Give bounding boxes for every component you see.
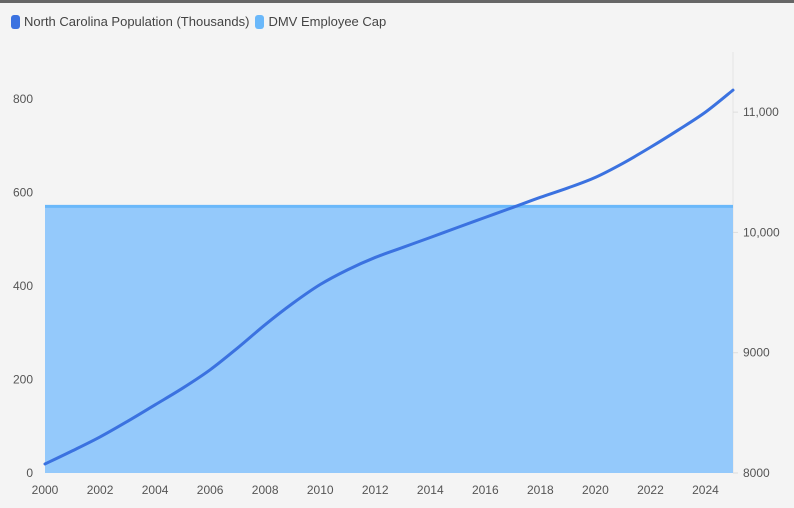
x-axis-tick-label: 2000 — [32, 483, 59, 497]
legend-swatch-population — [11, 14, 20, 29]
right-axis-tick-label: 9000 — [743, 346, 770, 360]
x-axis-tick-label: 2024 — [692, 483, 719, 497]
x-axis-tick-label: 2010 — [307, 483, 334, 497]
x-axis-tick-label: 2012 — [362, 483, 389, 497]
left-axis-tick-label: 400 — [13, 279, 33, 293]
left-axis-tick-label: 200 — [13, 372, 33, 386]
x-axis-tick-label: 2020 — [582, 483, 609, 497]
x-axis-tick-label: 2018 — [527, 483, 554, 497]
left-axis-tick-label: 0 — [26, 466, 33, 480]
right-axis-tick-label: 11,000 — [743, 105, 779, 119]
top-border — [0, 0, 794, 3]
x-axis-tick-label: 2004 — [142, 483, 169, 497]
legend-swatch-dmv-cap — [255, 14, 265, 29]
chart-legend: North Carolina Population (Thousands) DM… — [11, 14, 392, 29]
legend-item-dmv-cap[interactable]: DMV Employee Cap — [255, 14, 386, 29]
right-axis-tick-label: 8000 — [743, 466, 770, 480]
x-axis-tick-label: 2016 — [472, 483, 499, 497]
x-axis-tick-label: 2006 — [197, 483, 224, 497]
x-axis-tick-label: 2022 — [637, 483, 664, 497]
left-axis-tick-label: 800 — [13, 92, 33, 106]
right-axis-tick-label: 10,000 — [743, 225, 780, 239]
x-axis-tick-label: 2014 — [417, 483, 444, 497]
x-axis-tick-label: 2008 — [252, 483, 279, 497]
left-axis-tick-label: 600 — [13, 185, 33, 199]
legend-label-population: North Carolina Population (Thousands) — [24, 14, 250, 29]
dmv-cap-area — [45, 206, 733, 473]
legend-item-population[interactable]: North Carolina Population (Thousands) — [11, 14, 249, 29]
population-line — [43, 88, 735, 466]
x-axis-tick-label: 2002 — [87, 483, 114, 497]
legend-label-dmv-cap: DMV Employee Cap — [268, 14, 387, 29]
